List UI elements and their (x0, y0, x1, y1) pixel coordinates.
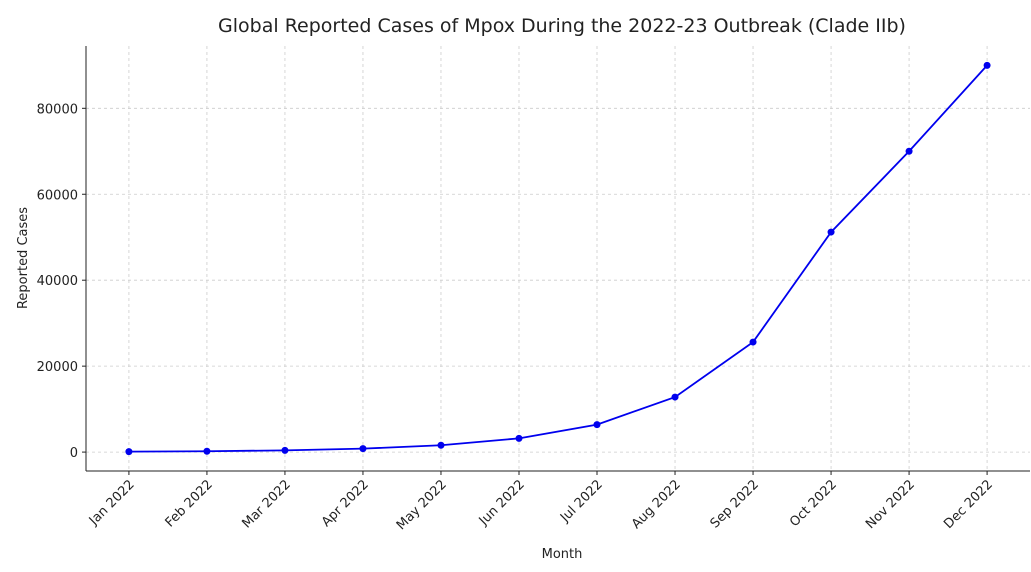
x-tick-label: May 2022 (394, 477, 450, 533)
x-tick-label: Sep 2022 (708, 477, 762, 531)
x-tick-label: Nov 2022 (863, 477, 918, 532)
y-tick-label: 60000 (37, 188, 78, 203)
y-tick-label: 20000 (37, 360, 78, 375)
x-tick-label: Jun 2022 (476, 477, 528, 529)
x-tick-label: Jan 2022 (86, 477, 138, 529)
chart-title: Global Reported Cases of Mpox During the… (218, 15, 906, 37)
point (515, 435, 522, 442)
point (594, 421, 601, 428)
x-tick-label: Dec 2022 (941, 477, 996, 532)
chart: Global Reported Cases of Mpox During the… (0, 0, 1031, 572)
point (203, 448, 210, 455)
x-tick-label: Feb 2022 (163, 477, 216, 530)
x-tick-label: Oct 2022 (787, 477, 840, 530)
point (828, 229, 835, 236)
point (672, 394, 679, 401)
point (437, 442, 444, 449)
point (359, 445, 366, 452)
y-tick-label: 40000 (37, 274, 78, 289)
x-tick-label: Mar 2022 (240, 477, 294, 531)
line (129, 65, 987, 451)
y-tick-label: 0 (70, 446, 78, 461)
point (750, 339, 757, 346)
point (281, 447, 288, 454)
y-axis-label: Reported Cases (16, 207, 31, 309)
point (125, 448, 132, 455)
x-tick-label: Apr 2022 (319, 477, 372, 530)
x-tick-label: Aug 2022 (629, 477, 684, 532)
y-tick-label: 80000 (37, 102, 78, 117)
x-axis-label: Month (542, 547, 583, 562)
point (984, 62, 991, 69)
x-tick-label: Jul 2022 (557, 477, 606, 526)
point (906, 148, 913, 155)
